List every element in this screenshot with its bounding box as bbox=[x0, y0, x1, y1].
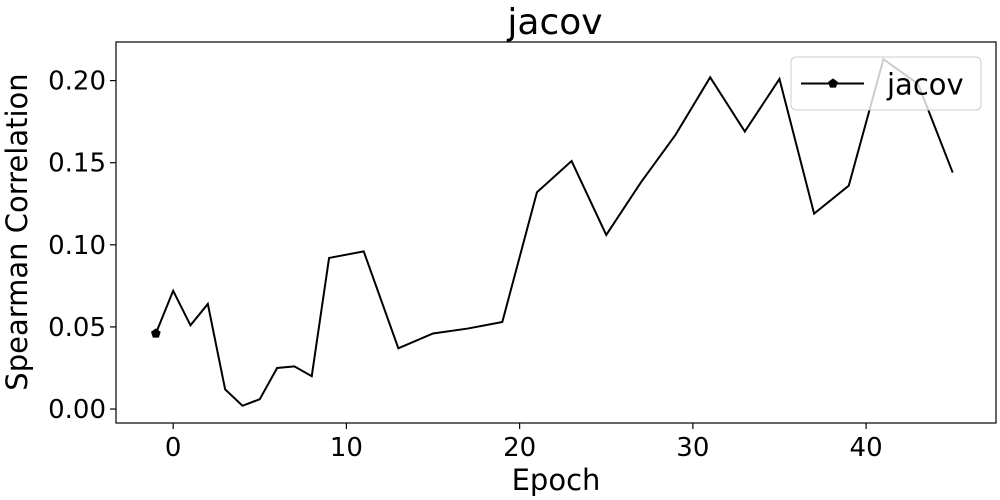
chart-title: jacov bbox=[506, 2, 602, 43]
data-point-marker bbox=[150, 328, 161, 338]
x-tick-label: 0 bbox=[165, 433, 182, 463]
y-axis-ticks: 0.00 0.05 0.10 0.15 0.20 bbox=[48, 67, 116, 425]
plot-area-frame bbox=[115, 41, 997, 424]
x-tick-label: 20 bbox=[503, 433, 536, 463]
y-axis-label: Spearman Correlation bbox=[0, 73, 34, 390]
legend-label: jacov bbox=[886, 68, 964, 102]
legend-marker-swatch bbox=[828, 78, 838, 88]
legend-box bbox=[790, 56, 982, 111]
x-axis-label: Epoch bbox=[512, 463, 601, 497]
x-tick-label: 10 bbox=[330, 433, 363, 463]
y-tick-label: 0.20 bbox=[48, 67, 106, 97]
series-line-jacov bbox=[154, 57, 954, 407]
x-tick-label: 40 bbox=[850, 433, 883, 463]
x-axis-ticks: 0 10 20 30 40 bbox=[165, 423, 883, 463]
x-tick-label: 30 bbox=[676, 433, 709, 463]
y-tick-label: 0.10 bbox=[48, 231, 106, 261]
y-tick-label: 0.05 bbox=[48, 313, 106, 343]
y-tick-label: 0.15 bbox=[48, 149, 106, 179]
series-layer bbox=[150, 57, 954, 407]
legend: jacov bbox=[790, 56, 982, 111]
y-tick-label: 0.00 bbox=[48, 395, 106, 425]
